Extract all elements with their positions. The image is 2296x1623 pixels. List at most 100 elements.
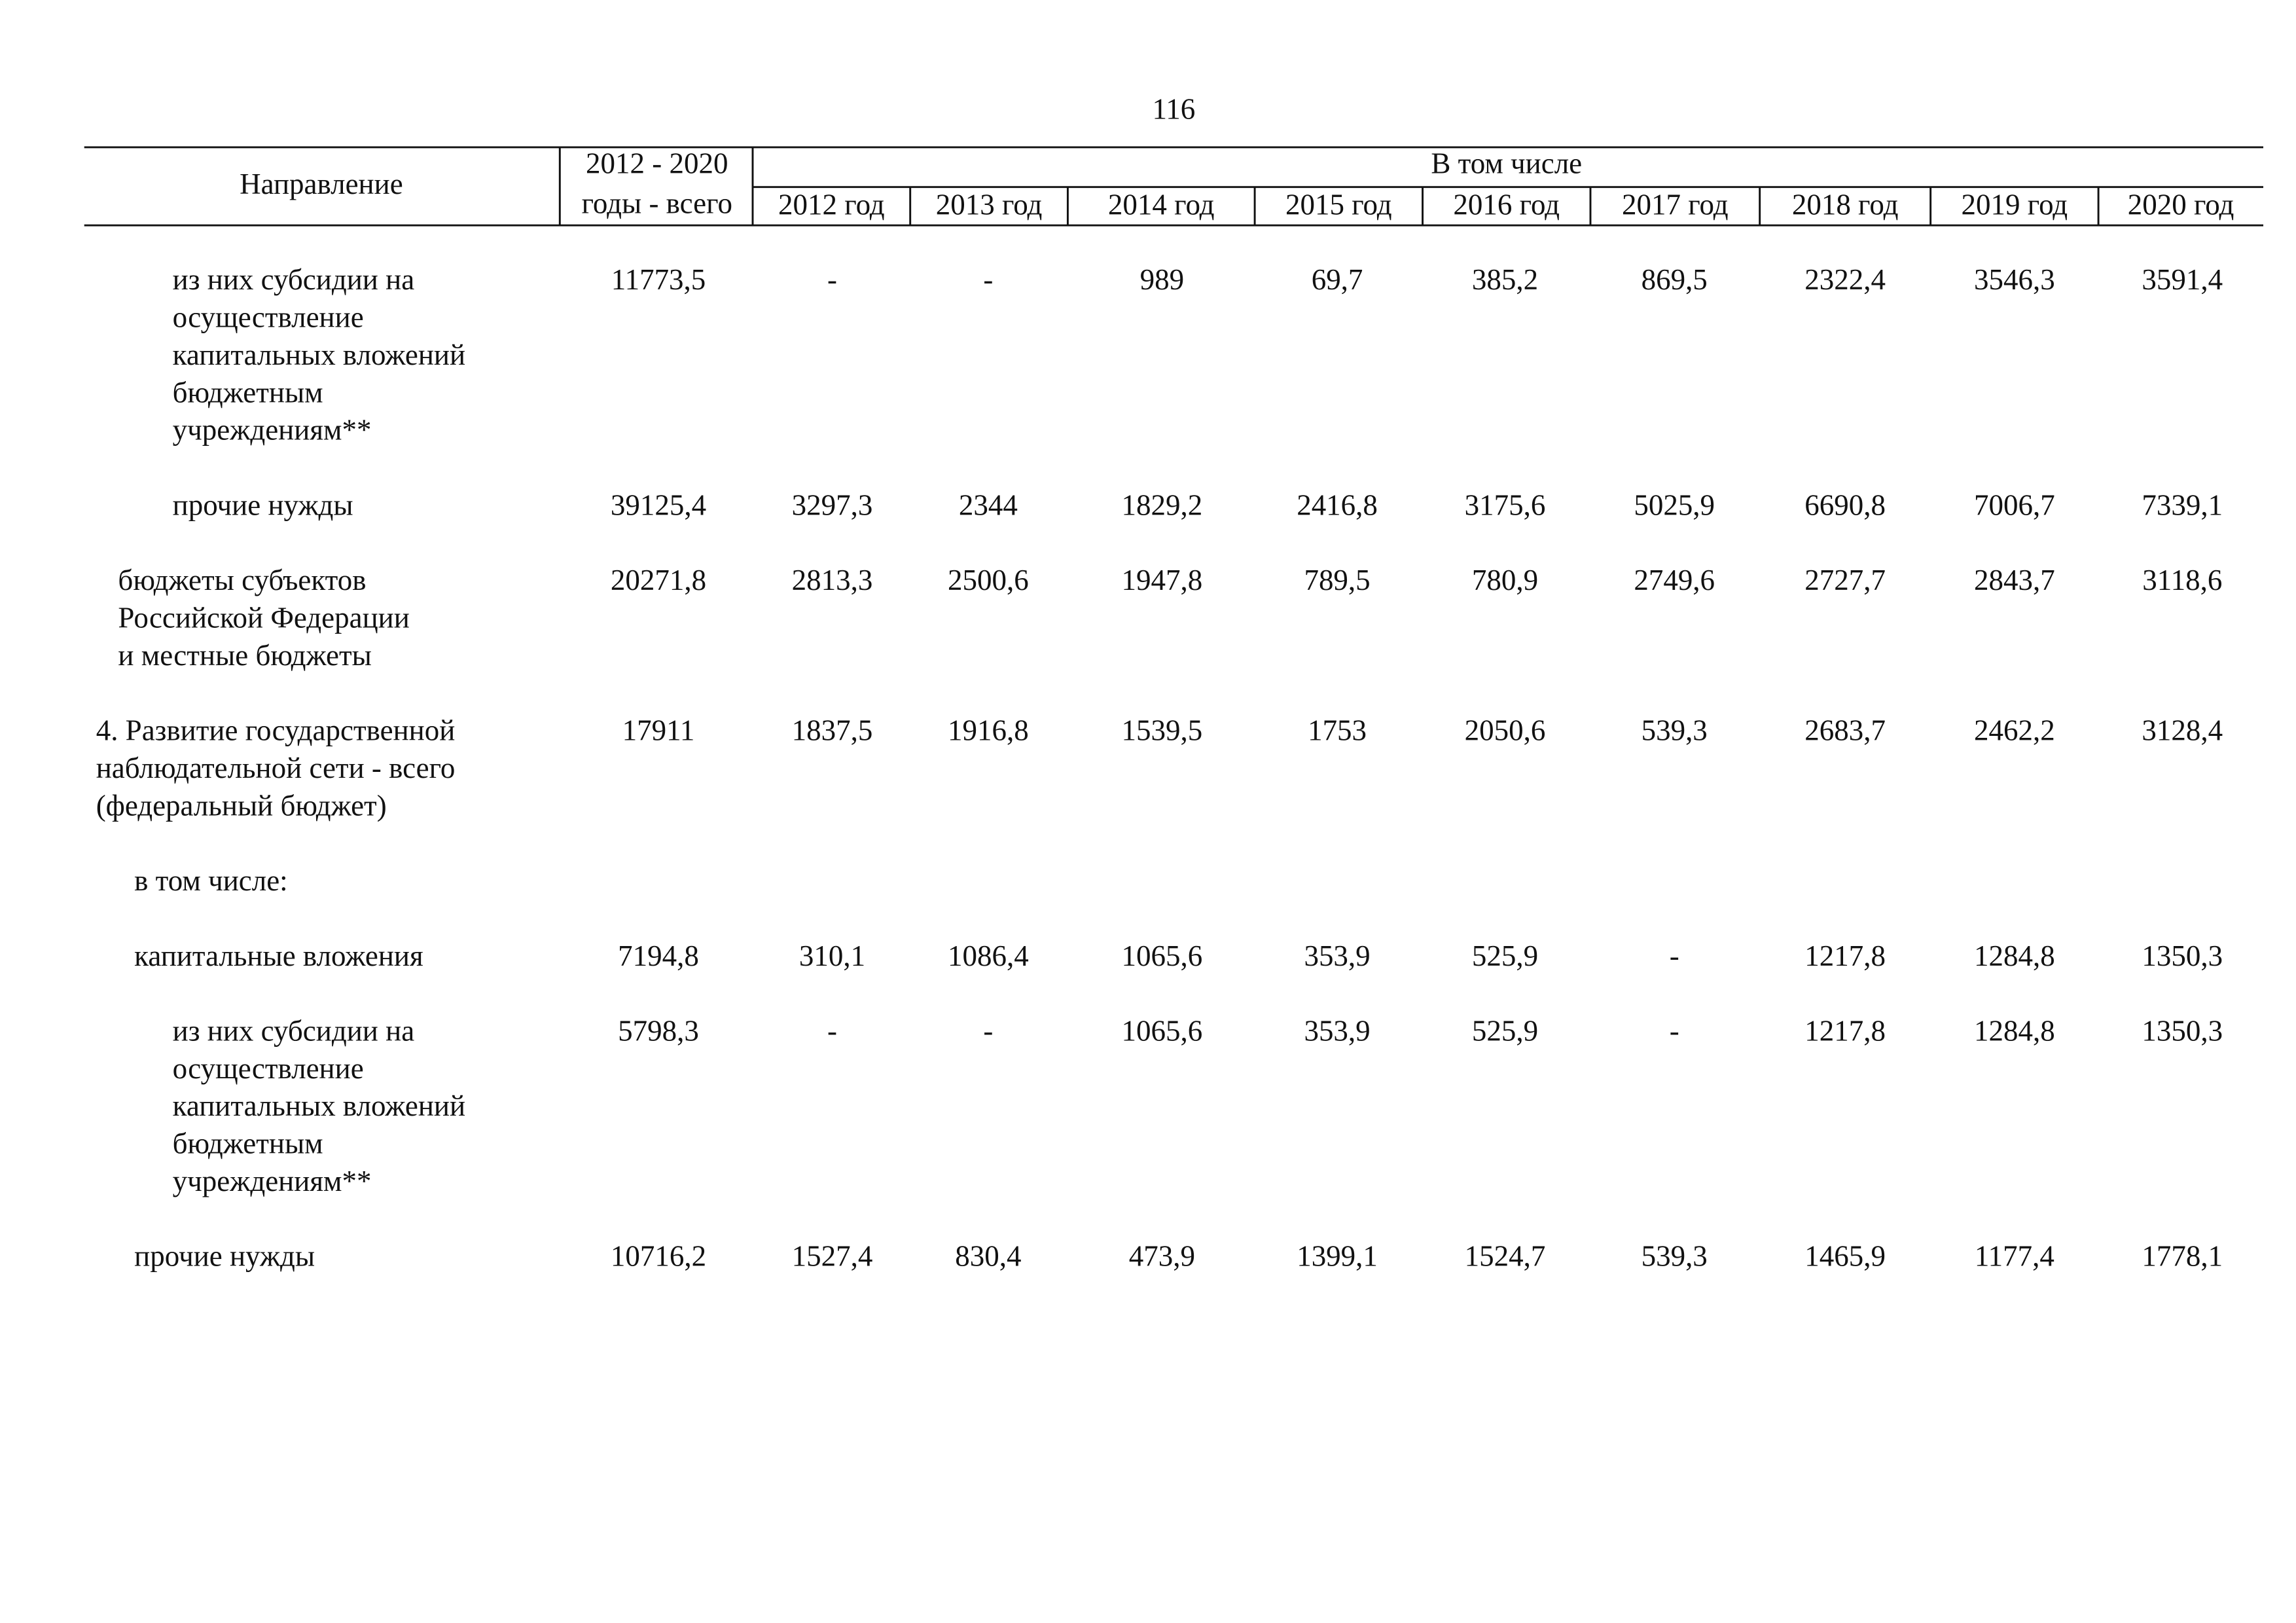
row-label: из них субсидии на bbox=[173, 263, 415, 296]
cell-value: 10716,2 bbox=[611, 1240, 706, 1273]
cell-value: 20271,8 bbox=[611, 564, 706, 596]
cell-value: 3297,3 bbox=[792, 488, 873, 521]
cell-value: - bbox=[827, 1015, 837, 1048]
header-year: 2014 год bbox=[1108, 189, 1215, 221]
cell-value: 1524,7 bbox=[1465, 1240, 1546, 1273]
cell-value: 3128,4 bbox=[2142, 714, 2223, 747]
cell-value: 780,9 bbox=[1472, 564, 1538, 596]
cell-value: 525,9 bbox=[1472, 1015, 1538, 1048]
cell-value: 69,7 bbox=[1312, 263, 1363, 296]
row-label: из них субсидии на bbox=[173, 1015, 415, 1048]
row-label: прочие нужды bbox=[134, 1240, 315, 1273]
row-label: осуществление bbox=[173, 301, 364, 334]
cell-value: 1916,8 bbox=[948, 714, 1029, 747]
row-label: и местные бюджеты bbox=[118, 639, 371, 672]
cell-value: 473,9 bbox=[1129, 1240, 1195, 1273]
cell-value: 830,4 bbox=[955, 1240, 1021, 1273]
cell-value: 2500,6 bbox=[948, 564, 1029, 596]
cell-value: 353,9 bbox=[1304, 1015, 1370, 1048]
row-label: бюджетным bbox=[173, 1127, 323, 1160]
cell-value: 385,2 bbox=[1472, 263, 1538, 296]
row-label: прочие нужды bbox=[173, 488, 353, 521]
cell-value: 39125,4 bbox=[611, 488, 706, 521]
cell-value: 1284,8 bbox=[1974, 939, 2055, 972]
cell-value: 539,3 bbox=[1641, 1240, 1708, 1273]
cell-value: 1837,5 bbox=[792, 714, 873, 747]
cell-value: 1177,4 bbox=[1975, 1240, 2054, 1273]
row-label: наблюдательной сети - всего bbox=[96, 752, 456, 784]
cell-value: 17911 bbox=[622, 714, 695, 747]
cell-value: 539,3 bbox=[1641, 714, 1708, 747]
header-total: годы - всего bbox=[582, 187, 732, 219]
cell-value: 3118,6 bbox=[2142, 564, 2222, 596]
cell-value: 1065,6 bbox=[1122, 939, 1203, 972]
cell-value: 1539,5 bbox=[1122, 714, 1203, 747]
cell-value: 1527,4 bbox=[792, 1240, 873, 1273]
cell-value: 5025,9 bbox=[1634, 488, 1715, 521]
cell-value: 3546,3 bbox=[1974, 263, 2055, 296]
cell-value: 2843,7 bbox=[1974, 564, 2055, 596]
row-label: капитальных вложений bbox=[173, 1089, 465, 1122]
cell-value: 5798,3 bbox=[618, 1015, 699, 1048]
header-year: 2018 год bbox=[1792, 189, 1899, 221]
cell-value: 2683,7 bbox=[1804, 714, 1886, 747]
header-year: 2016 год bbox=[1453, 189, 1560, 221]
header-year: 2012 год bbox=[778, 189, 885, 221]
cell-value: 6690,8 bbox=[1804, 488, 1886, 521]
cell-value: 11773,5 bbox=[611, 263, 706, 296]
cell-value: 989 bbox=[1140, 263, 1184, 296]
cell-value: 2813,3 bbox=[792, 564, 873, 596]
row-label: бюджеты субъектов bbox=[118, 564, 366, 596]
row-label: 4. Развитие государственной bbox=[96, 714, 456, 747]
header-year: 2020 год bbox=[2128, 189, 2234, 221]
row-label: бюджетным bbox=[173, 376, 323, 409]
cell-value: 1065,6 bbox=[1122, 1015, 1203, 1048]
header-year: 2015 год bbox=[1285, 189, 1392, 221]
cell-value: 525,9 bbox=[1472, 939, 1538, 972]
cell-value: 2416,8 bbox=[1297, 488, 1378, 521]
header-total: 2012 - 2020 bbox=[586, 147, 728, 180]
cell-value: 2050,6 bbox=[1465, 714, 1546, 747]
row-label: Российской Федерации bbox=[118, 602, 409, 634]
cell-value: 7339,1 bbox=[2142, 488, 2223, 521]
cell-value: 1217,8 bbox=[1804, 939, 1886, 972]
row-label: капитальных вложений bbox=[173, 338, 465, 371]
cell-value: 1753 bbox=[1308, 714, 1367, 747]
header-year: 2013 год bbox=[936, 189, 1043, 221]
row-label: (федеральный бюджет) bbox=[96, 789, 387, 822]
cell-value: 1829,2 bbox=[1122, 488, 1203, 521]
cell-value: 789,5 bbox=[1304, 564, 1370, 596]
row-label: учреждениям** bbox=[173, 1165, 372, 1197]
cell-value: 2322,4 bbox=[1804, 263, 1886, 296]
cell-value: - bbox=[983, 263, 993, 296]
cell-value: 1350,3 bbox=[2142, 1015, 2223, 1048]
cell-value: 3591,4 bbox=[2142, 263, 2223, 296]
cell-value: 2749,6 bbox=[1634, 564, 1715, 596]
cell-value: 1350,3 bbox=[2142, 939, 2223, 972]
cell-value: 1284,8 bbox=[1974, 1015, 2055, 1048]
cell-value: 1947,8 bbox=[1122, 564, 1203, 596]
cell-value: 2462,2 bbox=[1974, 714, 2055, 747]
cell-value: 2727,7 bbox=[1804, 564, 1886, 596]
row-label: осуществление bbox=[173, 1052, 364, 1085]
cell-value: 7006,7 bbox=[1974, 488, 2055, 521]
cell-value: - bbox=[983, 1015, 993, 1048]
cell-value: 869,5 bbox=[1641, 263, 1708, 296]
cell-value: 1217,8 bbox=[1804, 1015, 1886, 1048]
cell-value: - bbox=[827, 263, 837, 296]
cell-value: 2344 bbox=[959, 488, 1018, 521]
header-direction: Направление bbox=[240, 168, 403, 200]
header-year: 2019 год bbox=[1962, 189, 2068, 221]
cell-value: 310,1 bbox=[799, 939, 865, 972]
cell-value: 3175,6 bbox=[1465, 488, 1546, 521]
cell-value: - bbox=[1670, 939, 1679, 972]
cell-value: 353,9 bbox=[1304, 939, 1370, 972]
cell-value: 1399,1 bbox=[1297, 1240, 1378, 1273]
row-label: капитальные вложения bbox=[134, 939, 423, 972]
row-label: учреждениям** bbox=[173, 414, 372, 447]
page-number: 116 bbox=[1152, 92, 1195, 125]
header-subheader: В том числе bbox=[1431, 147, 1582, 180]
